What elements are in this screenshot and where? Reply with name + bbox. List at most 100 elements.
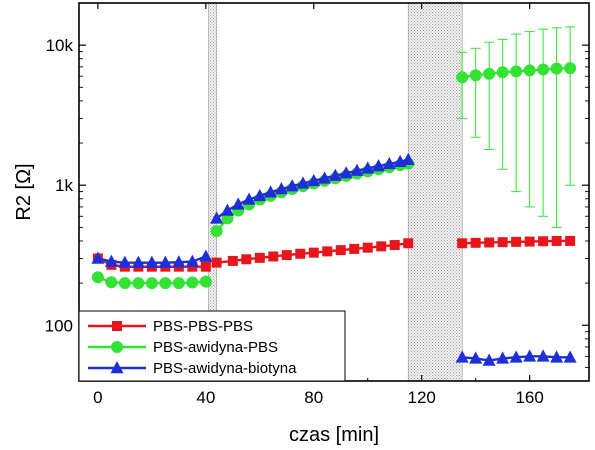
data-point	[511, 236, 522, 247]
data-point	[350, 163, 364, 176]
data-point	[538, 236, 549, 247]
x-tick-label: 160	[515, 388, 543, 407]
data-point	[523, 349, 537, 362]
data-point	[469, 69, 482, 82]
data-point	[328, 168, 342, 181]
data-point	[457, 238, 468, 249]
data-point	[145, 277, 158, 290]
data-point	[455, 350, 469, 363]
data-point	[361, 161, 375, 174]
data-series	[91, 26, 577, 366]
y-axis-title: R2 [Ω]	[13, 163, 35, 220]
legend-marker	[111, 341, 123, 353]
data-point	[274, 181, 288, 195]
data-point	[231, 197, 245, 210]
data-point	[210, 211, 224, 224]
data-point	[509, 350, 523, 363]
data-point	[220, 203, 234, 216]
data-point	[318, 171, 332, 184]
data-point	[362, 242, 373, 253]
data-point	[510, 65, 523, 78]
data-point	[295, 248, 306, 259]
data-point	[118, 255, 132, 268]
data-point	[172, 255, 186, 268]
data-point	[401, 152, 415, 165]
y-tick-label: 10k	[46, 36, 74, 55]
data-point	[536, 349, 550, 362]
legend-entries: PBS-PBS-PBS PBS-awidyna-PBS PBS-awidyna-bi…	[88, 318, 297, 377]
x-tick-label: 120	[408, 388, 436, 407]
data-point	[210, 225, 223, 238]
data-point	[496, 66, 509, 79]
data-point	[241, 254, 252, 265]
legend-marker	[112, 321, 122, 331]
data-point	[483, 67, 496, 80]
data-point	[145, 255, 159, 268]
data-point	[185, 254, 199, 267]
data-point	[200, 261, 211, 272]
data-point	[565, 235, 576, 246]
data-point	[199, 275, 212, 288]
y-tick-label: 100	[45, 316, 73, 335]
data-point	[470, 237, 481, 248]
axis-ticks: 0 40 80 120 160 100 1k 10k	[45, 2, 589, 407]
data-point	[104, 254, 118, 267]
data-point	[564, 62, 577, 75]
data-point	[469, 351, 483, 364]
data-point	[563, 350, 577, 363]
data-point	[158, 255, 172, 268]
data-point	[242, 192, 256, 205]
data-point	[281, 250, 292, 261]
data-point	[91, 271, 104, 284]
data-point	[296, 176, 310, 189]
legend-label: PBS-awidyna-PBS	[153, 339, 278, 356]
data-point	[105, 276, 118, 289]
data-point	[211, 257, 222, 268]
data-point	[551, 235, 562, 246]
data-point	[550, 350, 564, 363]
data-point	[131, 255, 145, 268]
data-point	[172, 277, 185, 290]
y-tick-label: 1k	[55, 176, 73, 195]
data-point	[456, 71, 469, 84]
data-point	[403, 238, 414, 249]
data-point	[372, 159, 386, 172]
data-point	[349, 243, 360, 254]
legend-label: PBS-PBS-PBS	[153, 318, 253, 335]
data-point	[307, 173, 321, 187]
data-point	[186, 276, 199, 289]
data-point	[322, 246, 333, 257]
data-point	[524, 236, 535, 247]
data-point	[132, 277, 145, 290]
data-point	[482, 353, 496, 366]
data-point	[268, 251, 279, 262]
data-point	[91, 251, 105, 264]
x-tick-label: 40	[196, 388, 215, 407]
data-point	[199, 249, 213, 262]
legend-marker	[110, 361, 124, 374]
x-axis-title: czas [min]	[289, 424, 379, 446]
data-point	[335, 245, 346, 256]
data-point	[497, 237, 508, 248]
x-tick-label: 0	[93, 388, 102, 407]
data-point	[227, 255, 238, 266]
data-point	[264, 185, 278, 198]
data-point	[550, 62, 563, 75]
data-point	[254, 252, 265, 263]
data-point	[496, 351, 510, 364]
legend: PBS-PBS-PBS PBS-awidyna-PBS PBS-awidyna-bi…	[78, 310, 346, 382]
data-point	[537, 63, 550, 76]
legend-label: PBS-awidyna-biotyna	[153, 360, 297, 377]
data-point	[376, 241, 387, 252]
data-point	[484, 237, 495, 248]
data-point	[389, 240, 400, 251]
series-triangle	[91, 152, 577, 366]
x-tick-label: 80	[304, 388, 323, 407]
data-point	[253, 188, 267, 202]
data-point	[382, 156, 396, 170]
data-point	[118, 277, 131, 290]
data-point	[308, 247, 319, 258]
data-point	[159, 277, 172, 290]
shaded-intervals	[208, 2, 463, 382]
